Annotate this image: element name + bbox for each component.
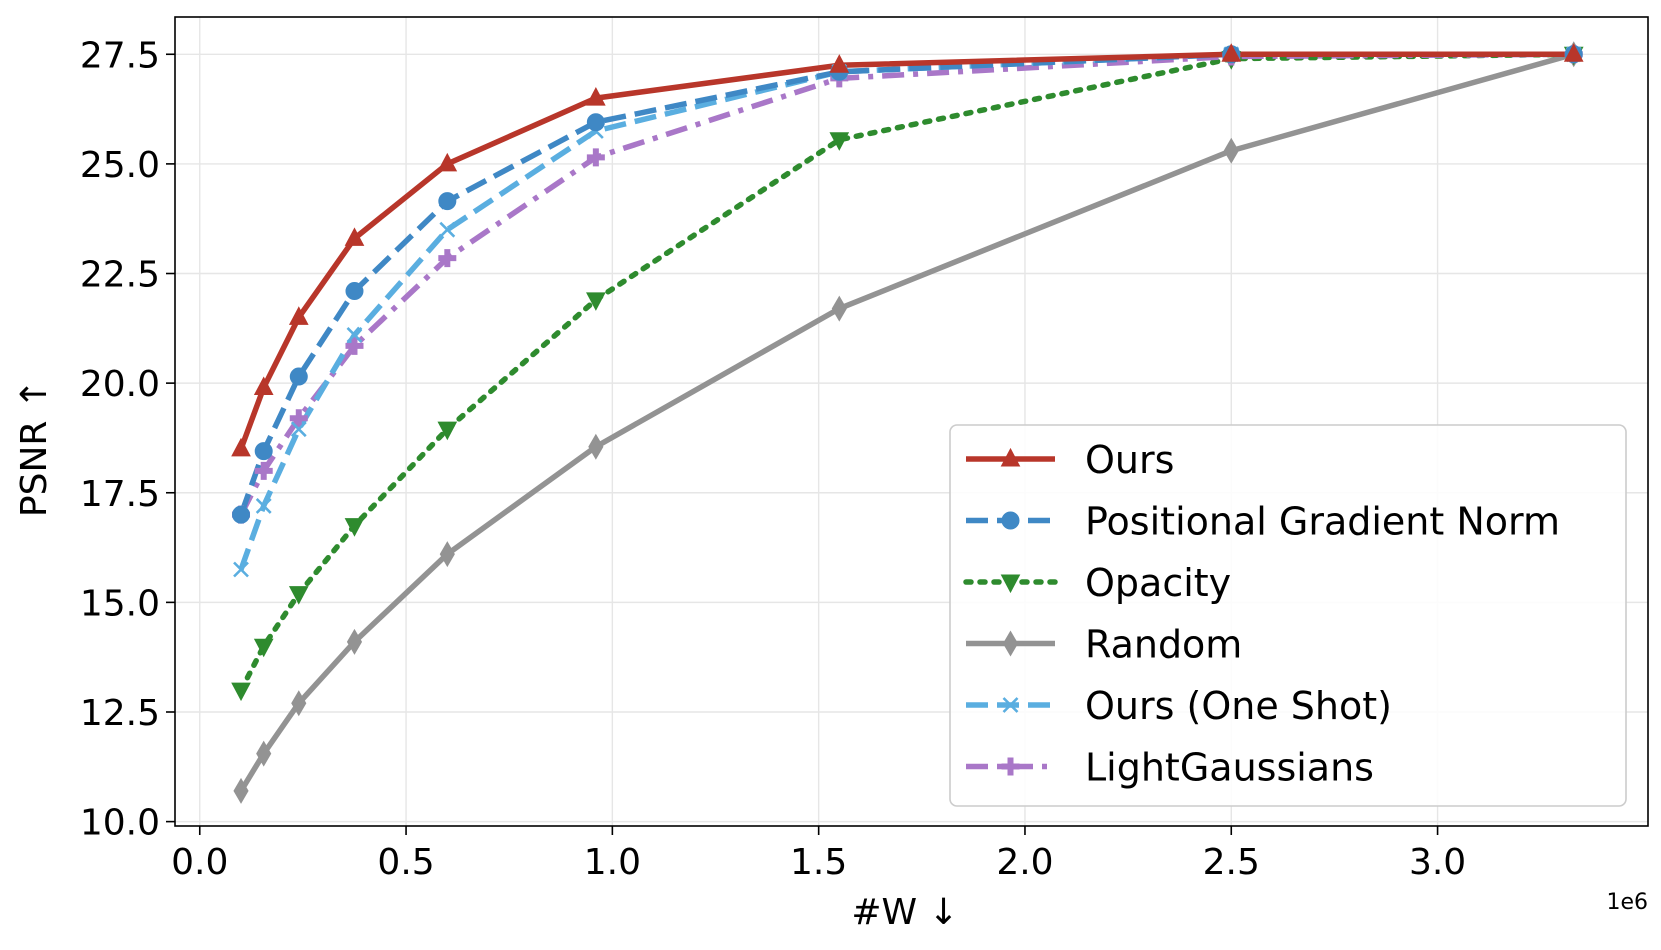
data-point-positional-gradient-norm: [232, 505, 251, 524]
x-tick-label: 1.5: [790, 842, 847, 883]
legend-item-positional-gradient-norm: Positional Gradient Norm: [966, 500, 1560, 544]
x-axis-label: #W ↓: [851, 892, 958, 933]
data-point-positional-gradient-norm: [254, 442, 273, 461]
data-point-random: [831, 295, 847, 322]
legend-item-lightgaussians: LightGaussians: [966, 746, 1374, 790]
legend-item-ours: Ours: [966, 438, 1174, 482]
data-point-random: [588, 433, 604, 460]
data-point-lightgaussians: [586, 148, 605, 167]
y-tick-label: 27.5: [80, 35, 160, 76]
legend-marker: [1001, 511, 1020, 530]
data-point-opacity: [344, 518, 365, 537]
data-point-ours: [437, 152, 458, 172]
legend-label: Positional Gradient Norm: [1085, 500, 1560, 544]
data-point-opacity: [437, 421, 458, 441]
data-point-ours: [253, 376, 274, 396]
legend-item-ours-one-shot: Ours (One Shot): [966, 684, 1392, 728]
legend-label: LightGaussians: [1085, 746, 1374, 790]
legend-marker: [1001, 757, 1020, 776]
data-point-ours: [1221, 43, 1242, 62]
data-point-lightgaussians: [345, 336, 364, 355]
y-tick-label: 25.0: [80, 145, 160, 186]
data-point-positional-gradient-norm: [345, 282, 364, 301]
data-point-opacity: [586, 292, 606, 311]
data-point-opacity: [231, 682, 251, 702]
data-point-random: [1223, 137, 1239, 164]
x-tick-label: 1.0: [584, 842, 641, 883]
legend-marker: [1002, 630, 1019, 657]
data-point-positional-gradient-norm: [438, 192, 457, 211]
legend: Ours Positional Gradient Norm Opacity Rando…: [949, 424, 1627, 807]
series-markers-ours: [231, 43, 1584, 457]
y-tick-label: 20.0: [80, 364, 160, 405]
series-markers: [231, 41, 1584, 804]
y-axis-label: PSNR ↑: [14, 379, 55, 517]
data-point-ours-one-shot: [439, 221, 456, 238]
data-point-lightgaussians: [254, 461, 273, 480]
x-tick-label: 0.0: [171, 842, 228, 883]
legend-marker: [1002, 697, 1019, 713]
data-point-positional-gradient-norm: [586, 113, 605, 132]
data-point-lightgaussians: [289, 409, 308, 428]
x-tick-label: 2.5: [1203, 842, 1260, 883]
data-point-ours: [231, 437, 251, 457]
data-point-random: [291, 690, 307, 717]
x-tick-label: 0.5: [377, 842, 434, 883]
y-axis-ticks: 10.0 12.5 15.0 17.5 20.0 22.5 25.0 27.5: [80, 35, 175, 844]
data-point-lightgaussians: [438, 249, 457, 268]
legend-label: Ours (One Shot): [1085, 684, 1392, 728]
legend-item-random: Random: [966, 623, 1242, 667]
legend-item-opacity: Opacity: [963, 561, 1231, 605]
data-point-positional-gradient-norm: [289, 367, 308, 386]
y-tick-label: 17.5: [80, 474, 160, 515]
y-tick-label: 12.5: [80, 693, 160, 734]
legend-label: Opacity: [1085, 561, 1231, 605]
x-offset-label: 1e6: [1606, 890, 1648, 915]
data-point-random: [346, 628, 363, 655]
data-point-opacity: [829, 132, 850, 151]
legend-label: Random: [1085, 623, 1242, 667]
data-point-random: [233, 777, 249, 804]
data-point-ours-one-shot: [233, 561, 249, 578]
data-point-opacity: [253, 638, 274, 658]
data-point-ours: [344, 227, 365, 246]
data-point-opacity: [288, 586, 309, 605]
data-point-random: [439, 541, 455, 568]
plot-frame: [174, 16, 1649, 827]
legend-marker: [1000, 574, 1021, 594]
legend-label: Ours: [1085, 438, 1174, 482]
data-point-ours: [288, 306, 309, 325]
legend-marker: [1000, 447, 1021, 467]
legend-frame: [949, 424, 1627, 807]
data-point-random: [256, 740, 272, 767]
data-point-ours-one-shot: [346, 326, 363, 343]
data-point-ours: [1563, 43, 1584, 62]
y-tick-label: 15.0: [80, 583, 160, 624]
data-point-ours: [829, 54, 850, 73]
x-tick-label: 3.0: [1409, 842, 1466, 883]
data-point-ours-one-shot: [290, 421, 307, 438]
y-tick-label: 22.5: [80, 255, 160, 296]
y-tick-label: 10.0: [80, 803, 160, 844]
data-point-ours-one-shot: [255, 497, 272, 514]
x-axis-ticks: 0.0 0.5 1.0 1.5 2.0 2.5 3.0: [171, 826, 1466, 883]
x-tick-label: 2.0: [996, 842, 1053, 883]
data-point-ours: [586, 87, 606, 106]
